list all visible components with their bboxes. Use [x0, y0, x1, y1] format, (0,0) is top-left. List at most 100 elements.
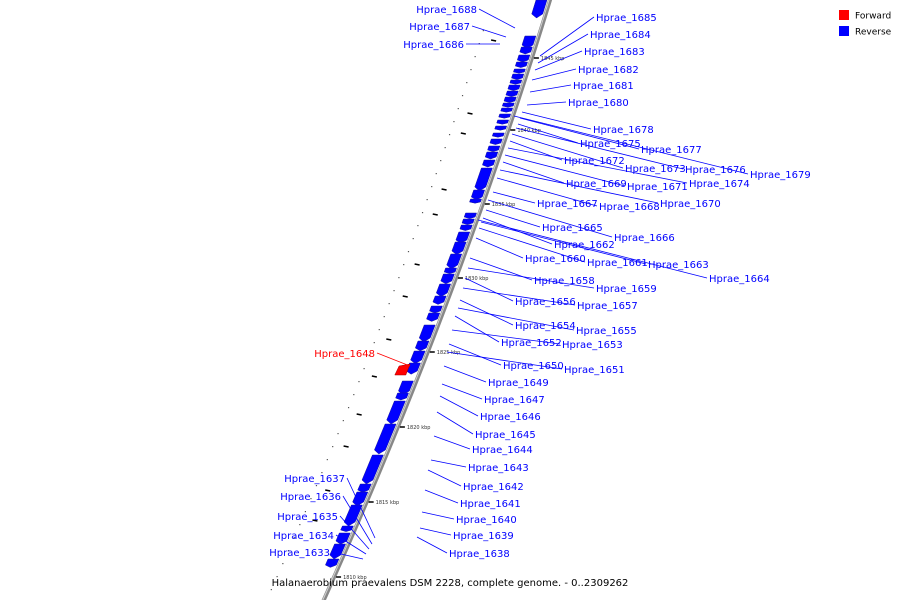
- gene-label-hprae-1655[interactable]: Hprae_1655: [576, 326, 637, 337]
- track-dash: [371, 375, 378, 378]
- gene-label-hprae-1658[interactable]: Hprae_1658: [534, 276, 595, 287]
- leader-line: [335, 534, 367, 555]
- gene-label-hprae-1686[interactable]: Hprae_1686: [403, 40, 464, 51]
- gene-label-hprae-1637[interactable]: Hprae_1637: [284, 474, 345, 485]
- gene-label-hprae-1635[interactable]: Hprae_1635: [277, 512, 338, 523]
- gene-label-hprae-1651[interactable]: Hprae_1651: [564, 365, 625, 376]
- gene-label-hprae-1679[interactable]: Hprae_1679: [750, 170, 811, 181]
- track-dot: [461, 95, 464, 97]
- gene-label-hprae-1669[interactable]: Hprae_1669: [566, 179, 627, 190]
- gene-label-hprae-1672[interactable]: Hprae_1672: [564, 156, 625, 167]
- gene-label-hprae-1677[interactable]: Hprae_1677: [641, 145, 702, 156]
- track-dot: [482, 30, 484, 32]
- gene-label-hprae-1653[interactable]: Hprae_1653: [562, 340, 623, 351]
- gene-label-hprae-1685[interactable]: Hprae_1685: [596, 13, 657, 24]
- gene-label-hprae-1668[interactable]: Hprae_1668: [599, 202, 660, 213]
- gene-label-hprae-1639[interactable]: Hprae_1639: [453, 531, 514, 542]
- gene-label-hprae-1657[interactable]: Hprae_1657: [577, 301, 638, 312]
- gene-label-hprae-1660[interactable]: Hprae_1660: [525, 254, 586, 265]
- gene-label-hprae-1636[interactable]: Hprae_1636: [280, 492, 341, 503]
- leader-line: [504, 154, 626, 187]
- gene-label-hprae-1633[interactable]: Hprae_1633: [269, 548, 330, 559]
- gene-block: [507, 84, 521, 91]
- gene-label-hprae-1662[interactable]: Hprae_1662: [554, 240, 615, 251]
- track-dot: [353, 394, 355, 396]
- gene-label-hprae-1634[interactable]: Hprae_1634: [273, 531, 334, 542]
- gene-block: [414, 340, 430, 352]
- track-dot: [407, 251, 410, 253]
- gene-label-hprae-1675[interactable]: Hprae_1675: [580, 139, 641, 150]
- leader-line: [467, 267, 595, 289]
- gene-label-hprae-1641[interactable]: Hprae_1641: [460, 499, 521, 510]
- gene-label-hprae-1661[interactable]: Hprae_1661: [587, 258, 648, 269]
- track-dot: [363, 368, 365, 370]
- track-dot: [270, 589, 272, 591]
- gene-label-hprae-1664[interactable]: Hprae_1664: [709, 274, 770, 285]
- track-dot: [421, 212, 424, 214]
- gene-label-hprae-1646[interactable]: Hprae_1646: [480, 412, 541, 423]
- gene-label-hprae-1647[interactable]: Hprae_1647: [484, 395, 545, 406]
- gene-block: [516, 54, 531, 63]
- gene-label-hprae-1645[interactable]: Hprae_1645: [475, 430, 536, 441]
- gene-label-hprae-1671[interactable]: Hprae_1671: [627, 182, 688, 193]
- gene-label-hprae-1649[interactable]: Hprae_1649: [488, 378, 549, 389]
- track-dot: [347, 407, 350, 409]
- tick-label: 1810 kbp: [343, 575, 367, 581]
- gene-label-hprae-1654[interactable]: Hprae_1654: [515, 321, 576, 332]
- gene-block: [474, 167, 493, 192]
- gene-label-hprae-1656[interactable]: Hprae_1656: [515, 297, 576, 308]
- track-dot: [388, 303, 390, 305]
- gene-label-hprae-1643[interactable]: Hprae_1643: [468, 463, 529, 474]
- gene-label-hprae-1652[interactable]: Hprae_1652: [501, 338, 562, 349]
- gene-block: [395, 392, 409, 401]
- track-dot: [368, 355, 370, 357]
- gene-label-hprae-1644[interactable]: Hprae_1644: [472, 445, 533, 456]
- gene-label-hprae-1670[interactable]: Hprae_1670: [660, 199, 721, 210]
- leader-line: [454, 315, 500, 343]
- gene-label-hprae-1682[interactable]: Hprae_1682: [578, 65, 639, 76]
- track-dot: [466, 82, 468, 84]
- track-dot: [326, 459, 328, 461]
- gene-label-hprae-1673[interactable]: Hprae_1673: [625, 164, 686, 175]
- gene-block: [436, 283, 452, 297]
- gene-label-hprae-1665[interactable]: Hprae_1665: [542, 223, 603, 234]
- gene-label-hprae-1678[interactable]: Hprae_1678: [593, 125, 654, 136]
- gene-label-hprae-1676[interactable]: Hprae_1676: [685, 165, 746, 176]
- track-dot: [287, 550, 290, 552]
- gene-block: [531, 0, 548, 19]
- track-dot: [276, 576, 278, 578]
- leader-line: [342, 495, 373, 545]
- leader-line: [492, 191, 536, 204]
- gene-label-hprae-1648[interactable]: Hprae_1648: [314, 349, 375, 360]
- gene-block: [426, 312, 441, 322]
- leader-line: [521, 111, 592, 130]
- gene-label-hprae-1687[interactable]: Hprae_1687: [409, 22, 470, 33]
- gene-block: [491, 132, 505, 138]
- gene-label-hprae-1663[interactable]: Hprae_1663: [648, 260, 709, 271]
- gene-label-hprae-1674[interactable]: Hprae_1674: [689, 179, 750, 190]
- gene-label-hprae-1666[interactable]: Hprae_1666: [614, 233, 675, 244]
- gene-label-hprae-1638[interactable]: Hprae_1638: [449, 549, 510, 560]
- gene-label-hprae-1681[interactable]: Hprae_1681: [573, 81, 634, 92]
- gene-label-hprae-1683[interactable]: Hprae_1683: [584, 47, 645, 58]
- leader-line: [446, 351, 563, 370]
- gene-label-hprae-1667[interactable]: Hprae_1667: [537, 199, 598, 210]
- gene-label-hprae-1680[interactable]: Hprae_1680: [568, 98, 629, 109]
- gene-label-hprae-1642[interactable]: Hprae_1642: [463, 482, 524, 493]
- track-dot: [383, 316, 385, 318]
- gene-block: [470, 189, 486, 201]
- track-dot: [373, 342, 375, 344]
- gene-block: [443, 267, 457, 274]
- leader-line: [457, 307, 575, 331]
- gene-label-hprae-1684[interactable]: Hprae_1684: [590, 30, 651, 41]
- track-dot: [315, 485, 318, 487]
- gene-label-hprae-1640[interactable]: Hprae_1640: [456, 515, 517, 526]
- gene-label-hprae-1659[interactable]: Hprae_1659: [596, 284, 657, 295]
- gene-label-hprae-1650[interactable]: Hprae_1650: [503, 361, 564, 372]
- legend-swatch-reverse: [839, 26, 849, 36]
- leader-line: [459, 299, 514, 326]
- leader-line: [480, 221, 647, 265]
- gene-label-hprae-1688[interactable]: Hprae_1688: [416, 5, 477, 16]
- track-dot: [457, 108, 459, 110]
